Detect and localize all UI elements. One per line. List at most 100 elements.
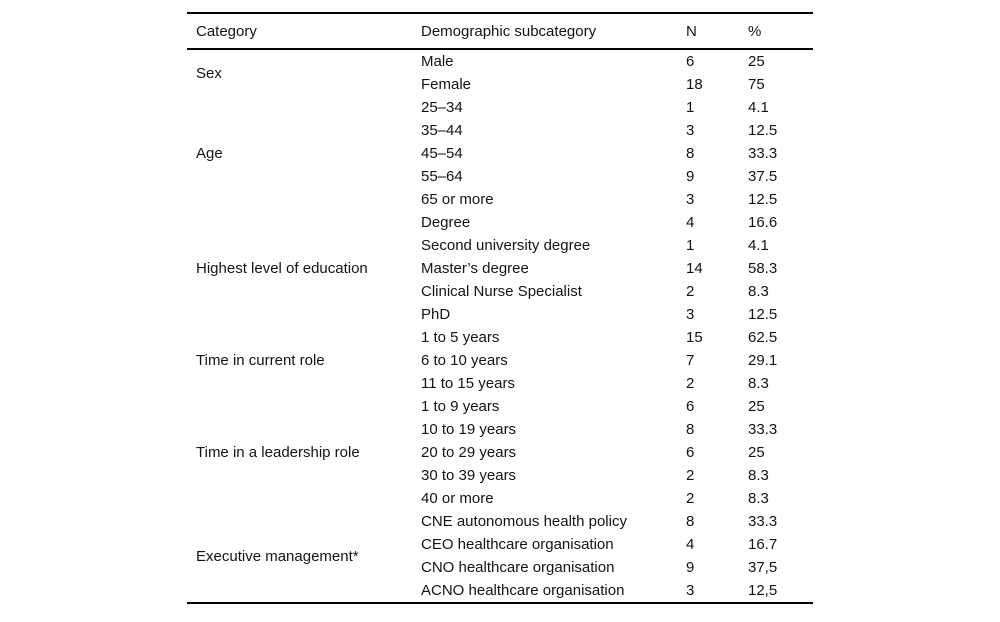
percent-cell: 25 xyxy=(748,398,765,415)
table-row: 1 to 5 years 15 62.5 xyxy=(421,326,813,349)
table-row: 65 or more 3 12.5 xyxy=(421,188,813,211)
percent-cell: 37,5 xyxy=(748,559,778,576)
table-row: 1 to 9 years 6 25 xyxy=(421,395,813,418)
subcategory-cell: 1 to 9 years xyxy=(421,398,500,415)
n-cell: 3 xyxy=(686,582,695,599)
percent-cell: 16.6 xyxy=(748,214,778,231)
category-group: Highest level of education Degree 4 16.6 Sec… xyxy=(187,211,813,326)
n-cell: 1 xyxy=(686,237,695,254)
percent-cell: 75 xyxy=(748,76,765,93)
n-cell: 6 xyxy=(686,398,695,415)
n-cell: 14 xyxy=(686,260,703,277)
n-cell: 8 xyxy=(686,513,695,530)
table-body: Sex Male 6 25 Female 18 75 Age 25–34 1 4.1 35–44 3 12… xyxy=(187,50,813,602)
percent-cell: 12.5 xyxy=(748,122,778,139)
n-cell: 6 xyxy=(686,444,695,461)
subcategory-cell: Master’s degree xyxy=(421,260,529,277)
percent-cell: 4.1 xyxy=(748,99,769,116)
category-group: Time in a leadership role 1 to 9 years 6 25… xyxy=(187,395,813,510)
n-cell: 8 xyxy=(686,421,695,438)
table-row: Master’s degree 14 58.3 xyxy=(421,257,813,280)
category-group: Time in current role 1 to 5 years 15 62.5 6 … xyxy=(187,326,813,395)
percent-cell: 8.3 xyxy=(748,490,769,507)
percent-cell: 37.5 xyxy=(748,168,778,185)
table-row: ACNO healthcare organisation 3 12,5 xyxy=(421,579,813,602)
percent-cell: 12,5 xyxy=(748,582,778,599)
n-cell: 4 xyxy=(686,536,695,553)
table-row: 10 to 19 years 8 33.3 xyxy=(421,418,813,441)
category-group: Executive management* CNE autonomous heal… xyxy=(187,510,813,602)
demographics-table: Category Demographic subcategory N % Sex… xyxy=(187,12,813,604)
subcategory-cell: 25–34 xyxy=(421,99,463,116)
category-group: Age 25–34 1 4.1 35–44 3 12.5 45–54 8 33.3 55–64 9 37… xyxy=(187,96,813,211)
subcategory-cell: 40 or more xyxy=(421,490,494,507)
n-cell: 3 xyxy=(686,191,695,208)
subcategory-cell: 1 to 5 years xyxy=(421,329,500,346)
n-cell: 2 xyxy=(686,375,695,392)
n-cell: 4 xyxy=(686,214,695,231)
percent-cell: 8.3 xyxy=(748,375,769,392)
n-cell: 2 xyxy=(686,283,695,300)
percent-cell: 33.3 xyxy=(748,421,778,438)
percent-cell: 4.1 xyxy=(748,237,769,254)
column-header-category: Category xyxy=(196,22,257,40)
table-row: CEO healthcare organisation 4 16.7 xyxy=(421,533,813,556)
subcategory-cell: 20 to 29 years xyxy=(421,444,517,461)
table-row: CNE autonomous health policy 8 33.3 xyxy=(421,510,813,533)
category-label: Executive management* xyxy=(196,547,359,565)
table-header: Category Demographic subcategory N % xyxy=(187,14,813,50)
table-row: Degree 4 16.6 xyxy=(421,211,813,234)
percent-cell: 25 xyxy=(748,53,765,70)
subcategory-cell: 11 to 15 years xyxy=(421,375,515,392)
subcategory-cell: PhD xyxy=(421,306,451,323)
table-row: 25–34 1 4.1 xyxy=(421,96,813,119)
table-row: Female 18 75 xyxy=(421,73,813,96)
percent-cell: 16.7 xyxy=(748,536,778,553)
table-row: CNO healthcare organisation 9 37,5 xyxy=(421,556,813,579)
subcategory-cell: 10 to 19 years xyxy=(421,421,517,438)
category-label: Time in current role xyxy=(196,352,325,369)
percent-cell: 8.3 xyxy=(748,467,769,484)
n-cell: 9 xyxy=(686,168,695,185)
n-cell: 6 xyxy=(686,53,695,70)
subcategory-cell: CNE autonomous health policy xyxy=(421,513,627,530)
n-cell: 1 xyxy=(686,99,695,116)
subcategory-cell: Female xyxy=(421,76,472,93)
percent-cell: 33.3 xyxy=(748,513,778,530)
table-row: Clinical Nurse Specialist 2 8.3 xyxy=(421,280,813,303)
n-cell: 2 xyxy=(686,490,695,507)
subcategory-cell: 55–64 xyxy=(421,168,463,185)
percent-cell: 33.3 xyxy=(748,145,778,162)
percent-cell: 12.5 xyxy=(748,306,778,323)
table-row: 20 to 29 years 6 25 xyxy=(421,441,813,464)
table-row: Second university degree 1 4.1 xyxy=(421,234,813,257)
table-row: 11 to 15 years 2 8.3 xyxy=(421,372,813,395)
subcategory-cell: Male xyxy=(421,53,454,70)
column-header-n: N xyxy=(686,22,697,40)
subcategory-cell: 65 or more xyxy=(421,191,494,208)
table-row: 6 to 10 years 7 29.1 xyxy=(421,349,813,372)
percent-cell: 58.3 xyxy=(748,260,778,277)
percent-cell: 12.5 xyxy=(748,191,778,208)
n-cell: 9 xyxy=(686,559,695,576)
n-cell: 15 xyxy=(686,329,703,346)
n-cell: 3 xyxy=(686,306,695,323)
category-label: Sex xyxy=(196,64,222,82)
n-cell: 3 xyxy=(686,122,695,139)
category-label: Age xyxy=(196,145,223,162)
table-row: 40 or more 2 8.3 xyxy=(421,487,813,510)
category-label: Highest level of education xyxy=(196,260,368,277)
subcategory-cell: 45–54 xyxy=(421,145,463,162)
category-group: Sex Male 6 25 Female 18 75 xyxy=(187,50,813,96)
table-row: PhD 3 12.5 xyxy=(421,303,813,326)
subcategory-cell: Second university degree xyxy=(421,237,591,254)
percent-cell: 62.5 xyxy=(748,329,778,346)
table-row: 35–44 3 12.5 xyxy=(421,119,813,142)
percent-cell: 8.3 xyxy=(748,283,769,300)
column-header-percent: % xyxy=(748,22,762,40)
subcategory-cell: CNO healthcare organisation xyxy=(421,559,615,576)
n-cell: 2 xyxy=(686,467,695,484)
table-row: 30 to 39 years 2 8.3 xyxy=(421,464,813,487)
category-label: Time in a leadership role xyxy=(196,444,360,461)
subcategory-cell: 35–44 xyxy=(421,122,463,139)
